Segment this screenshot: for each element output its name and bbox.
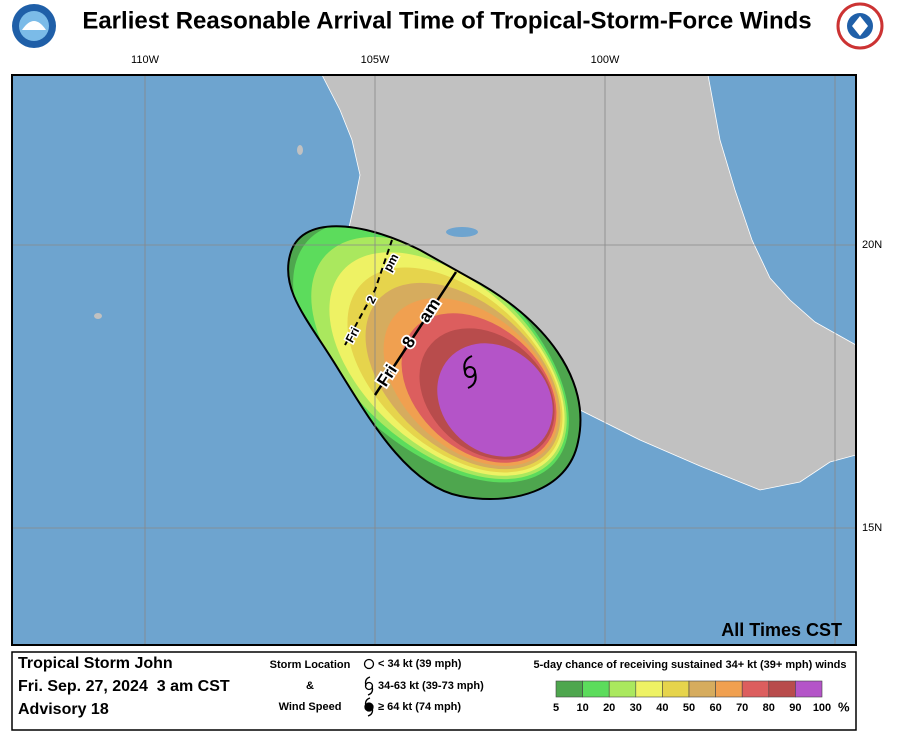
island xyxy=(94,313,102,319)
nws-logo xyxy=(836,2,884,50)
graticule xyxy=(12,75,856,645)
scale-swatch xyxy=(795,680,823,698)
scale-label: 60 xyxy=(709,702,721,714)
key-heading: Wind Speed xyxy=(279,701,342,713)
scale-swatch xyxy=(715,680,743,698)
contour-fri-2pm xyxy=(344,239,393,346)
scale-swatch xyxy=(582,680,610,698)
swath-band xyxy=(437,343,553,457)
storm-info: Tropical Storm John Fri. Sep. 27, 2024 3… xyxy=(18,655,230,718)
scale-label: 80 xyxy=(763,702,775,714)
scale-label: 90 xyxy=(789,702,801,714)
probability-swath xyxy=(288,226,581,500)
lon-label: 110W xyxy=(131,54,160,66)
scale-swatch xyxy=(662,680,690,698)
scale-swatch xyxy=(635,680,663,698)
scale-label: 100 xyxy=(813,702,831,714)
island xyxy=(297,145,303,155)
scale-swatch xyxy=(555,680,583,698)
probability-scale: 5 10 20 30 40 50 60 70 80 90 100% xyxy=(553,680,850,714)
lon-label: 100W xyxy=(591,54,620,66)
storm-name: Tropical Storm John xyxy=(18,655,173,672)
time-zone-note: All Times CST xyxy=(721,620,842,640)
scale-label: 70 xyxy=(736,702,748,714)
contour-fri-8am xyxy=(373,271,458,396)
noaa-logo xyxy=(12,4,56,48)
scale-label: 5 xyxy=(553,702,559,714)
map: Fri 2 pm Fri 8 am All Times CST xyxy=(12,75,856,645)
lat-label: 20N xyxy=(862,239,882,251)
advisory-time: Fri. Sep. 27, 2024 3 am CST xyxy=(18,678,230,695)
lat-label: 15N xyxy=(862,522,882,534)
scale-label: 10 xyxy=(576,702,588,714)
key-heading: & xyxy=(306,680,314,692)
key-label: ≥ 64 kt (74 mph) xyxy=(378,701,461,713)
advisory-number: Advisory 18 xyxy=(18,701,109,718)
scale-label: 50 xyxy=(683,702,695,714)
scale-swatch xyxy=(608,680,637,698)
symbol-key: Storm Location & Wind Speed < 34 kt (39 … xyxy=(270,658,484,717)
key-label: 34-63 kt (39-73 mph) xyxy=(378,680,484,692)
swath-outline xyxy=(287,225,582,500)
scale-unit: % xyxy=(838,699,850,714)
scale-swatch xyxy=(768,680,796,698)
lake xyxy=(446,227,478,237)
land xyxy=(321,75,856,491)
scale-swatch xyxy=(688,680,716,698)
lon-label: 105W xyxy=(361,54,390,66)
scale-label: 40 xyxy=(656,702,668,714)
scale-label: 30 xyxy=(630,702,642,714)
map-frame xyxy=(11,74,857,646)
title: Earliest Reasonable Arrival Time of Trop… xyxy=(82,7,811,34)
scale-swatch xyxy=(741,680,770,698)
scale-title: 5-day chance of receiving sustained 34+ … xyxy=(534,659,847,671)
key-label: < 34 kt (39 mph) xyxy=(378,658,462,670)
storm-symbol xyxy=(463,355,477,389)
scale-label: 20 xyxy=(603,702,615,714)
key-heading: Storm Location xyxy=(270,659,351,671)
